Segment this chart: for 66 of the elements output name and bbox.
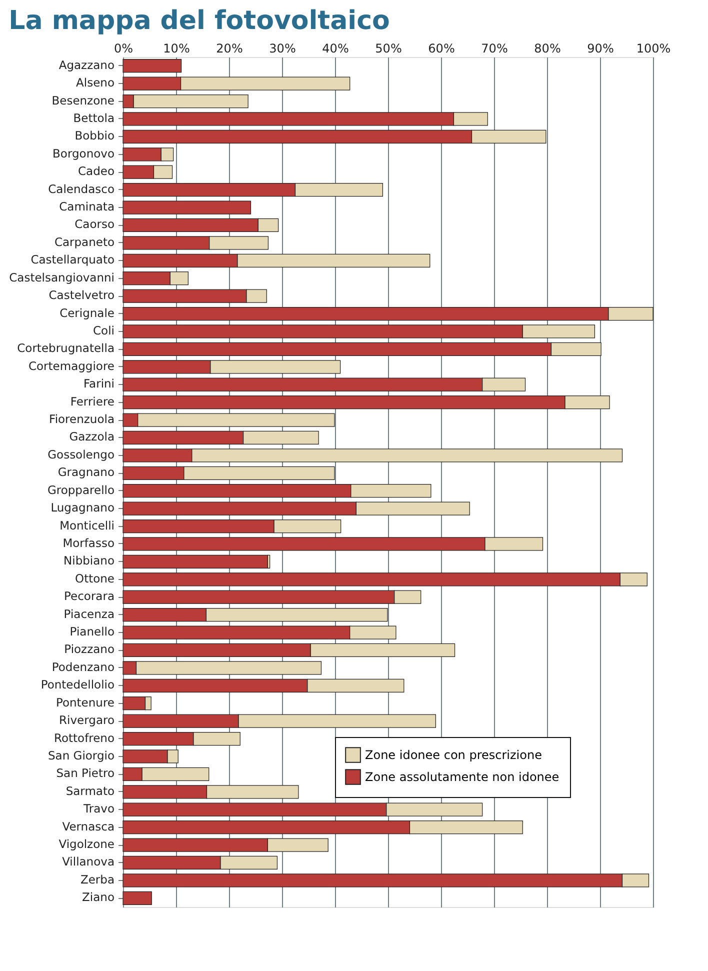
x-tick-label: 10% bbox=[163, 42, 190, 56]
y-tick-label: Caminata bbox=[59, 200, 114, 214]
y-tick-label: Bobbio bbox=[74, 128, 114, 143]
y-tick-label: Cortebrugnatella bbox=[17, 341, 114, 356]
y-tick-label: Pecorara bbox=[64, 589, 114, 604]
y-tick-label: Alseno bbox=[76, 76, 114, 90]
legend-label: Zone assolutamente non idonee bbox=[365, 770, 560, 784]
y-tick-label: Podenzano bbox=[52, 660, 114, 674]
y-tick-label: Calendasco bbox=[48, 182, 114, 196]
y-tick-label: Besenzone bbox=[52, 93, 114, 108]
y-tick-label: Carpaneto bbox=[54, 234, 114, 249]
x-tick-label: 30% bbox=[269, 42, 296, 56]
y-tick-label: Monticelli bbox=[60, 518, 114, 532]
y-tick-label: Villanova bbox=[62, 854, 114, 869]
y-tick-label: Ziano bbox=[82, 890, 114, 904]
y-tick-label: Castellarquato bbox=[30, 252, 114, 267]
y-tick-label: Gazzola bbox=[69, 430, 114, 444]
x-tick-label: 80% bbox=[534, 42, 561, 56]
y-tick-label: Agazzano bbox=[58, 58, 114, 72]
y-tick-label: Coli bbox=[93, 323, 114, 338]
y-tick-label: Bettola bbox=[73, 110, 114, 125]
x-tick-label: 50% bbox=[375, 42, 402, 56]
x-tick-label: 90% bbox=[587, 42, 614, 56]
y-tick-label: Vernasca bbox=[62, 819, 114, 834]
y-tick-label: Morfasso bbox=[62, 536, 114, 550]
y-tick-label: Lugagnano bbox=[50, 500, 114, 515]
x-tick-label: 20% bbox=[216, 42, 243, 56]
y-tick-label: Cortemaggiore bbox=[28, 358, 114, 373]
y-tick-label: Cadeo bbox=[78, 164, 114, 178]
y-tick-label: Gragnano bbox=[58, 465, 114, 480]
y-tick-label: Gropparello bbox=[47, 482, 114, 497]
x-tick-label: 40% bbox=[322, 42, 349, 56]
y-tick-label: Cerignale bbox=[60, 306, 114, 320]
bar bbox=[122, 554, 268, 568]
x-tick-label: 0% bbox=[114, 42, 134, 56]
y-tick-label: Sarmato bbox=[66, 784, 114, 798]
y-tick-label: San Giorgio bbox=[48, 748, 114, 762]
y-tick-label: Fiorenzuola bbox=[49, 412, 114, 426]
y-tick-label: Pontedellolio bbox=[40, 678, 114, 692]
y-tick-label: Borgonovo bbox=[52, 146, 114, 160]
y-tick-label: Piacenza bbox=[64, 606, 114, 621]
y-tick-label: San Pietro bbox=[56, 766, 114, 780]
y-tick-label: Piozzano bbox=[64, 642, 114, 656]
x-tick-label: 100% bbox=[636, 42, 671, 56]
y-tick-label: Nibbiano bbox=[64, 554, 114, 568]
x-tick-label: 70% bbox=[481, 42, 508, 56]
y-tick-label: Ferriere bbox=[70, 394, 114, 408]
y-tick-label: Ottone bbox=[75, 571, 114, 586]
y-tick-label: Gossolengo bbox=[48, 447, 114, 462]
y-tick-label: Pontenure bbox=[56, 695, 114, 710]
y-tick-label: Rivergaro bbox=[59, 713, 114, 728]
legend-label: Zone idonee con prescrizione bbox=[365, 748, 542, 762]
y-tick-label: Caorso bbox=[74, 217, 114, 232]
y-tick-label: Castelsangiovanni bbox=[9, 270, 114, 284]
bar bbox=[122, 59, 182, 73]
bar bbox=[122, 891, 152, 905]
y-tick-label: Zerba bbox=[80, 872, 114, 886]
chart-title: La mappa del fotovoltaico bbox=[8, 6, 390, 36]
y-tick-label: Pianello bbox=[70, 624, 114, 639]
y-tick-label: Vigolzone bbox=[58, 837, 114, 852]
y-tick-label: Rottofreno bbox=[54, 730, 114, 745]
y-tick-label: Travo bbox=[82, 802, 114, 816]
bar bbox=[122, 200, 252, 214]
y-tick-label: Castelvetro bbox=[48, 288, 114, 302]
x-tick-label: 60% bbox=[428, 42, 455, 56]
y-tick-label: Farini bbox=[83, 376, 114, 391]
